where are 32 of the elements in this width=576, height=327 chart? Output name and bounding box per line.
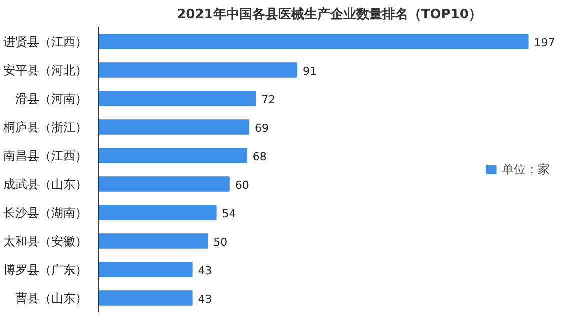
data-label: 50: [214, 236, 228, 249]
y-tick-label: 长沙县（湖南）: [4, 206, 88, 220]
y-tick-label: 博罗县（广东）: [4, 262, 88, 277]
bar: [98, 234, 208, 249]
data-label: 43: [198, 292, 212, 306]
y-tick-label: 曹县（山东）: [16, 291, 88, 306]
data-label: 54: [222, 207, 236, 220]
y-tick-label: 成武县（山东）: [4, 177, 88, 192]
data-label: 43: [198, 264, 212, 278]
y-tick-label: 南昌县（江西）: [4, 148, 88, 163]
bar: [98, 290, 193, 306]
data-label: 197: [534, 36, 556, 50]
data-label: 60: [235, 178, 250, 192]
data-label: 68: [252, 150, 267, 164]
chart-title: 2021年中国各县医械生产企业数量排名（TOP10）: [177, 6, 482, 22]
data-label: 69: [255, 122, 270, 135]
bar: [98, 176, 230, 192]
bar: [98, 262, 193, 278]
bar: [98, 120, 250, 135]
y-tick-label: 太和县（安徽）: [4, 234, 88, 248]
bar: [98, 91, 256, 106]
y-tick-label: 桐庐县（浙江）: [2, 120, 88, 134]
bar: [98, 205, 217, 220]
y-tick-label: 进贤县（江西）: [4, 34, 88, 49]
bar: [98, 34, 529, 50]
legend-label: 单位：家: [502, 161, 550, 178]
data-label: 72: [262, 93, 276, 106]
y-tick-label: 滑县（河南）: [16, 92, 88, 106]
bar: [98, 148, 248, 164]
bar: [98, 62, 298, 78]
data-label: 91: [303, 64, 318, 78]
y-tick-label: 安平县（河北）: [4, 63, 88, 78]
